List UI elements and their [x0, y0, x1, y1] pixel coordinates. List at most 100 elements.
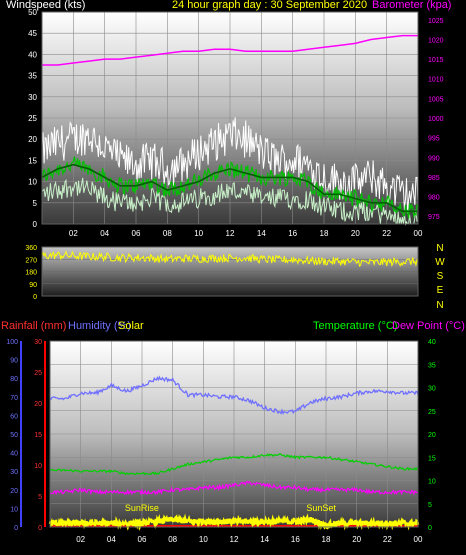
direction-label: N: [436, 243, 443, 254]
x-tick-label: 04: [100, 229, 109, 238]
y-tick-label: 35: [428, 362, 436, 369]
y-tick-label: 30: [34, 339, 42, 346]
y-tick-label: 1020: [428, 37, 444, 44]
wind-low-series: [41, 177, 419, 226]
page-title: 24 hour graph day : 30 September 2020: [172, 0, 368, 11]
barometer-axis-title: Barometer (kpa): [372, 0, 452, 11]
y-tick-label: 40: [10, 451, 18, 458]
y-tick-label: 30: [428, 386, 436, 393]
y-tick-label: 90: [10, 358, 18, 365]
y-tick-label: 0: [33, 294, 37, 301]
direction-label: W: [435, 257, 445, 268]
x-tick-label: 02: [76, 535, 85, 544]
y-tick-label: 5: [38, 494, 42, 501]
rainfall-axis-title: Rainfall (mm): [1, 320, 67, 332]
x-tick-label: 16: [291, 535, 300, 544]
y-tick-label: 30: [10, 469, 18, 476]
y-tick-label: 10: [428, 479, 436, 486]
x-tick-label: 08: [163, 229, 172, 238]
sunrise-label: SunRise: [125, 503, 159, 513]
temperature-axis-title: Temperature (°C): [313, 320, 398, 332]
y-tick-label: 1015: [428, 57, 444, 64]
y-tick-label: 30: [28, 93, 37, 102]
y-tick-label: 15: [428, 455, 436, 462]
y-tick-label: 0: [38, 525, 42, 532]
humidity-axis-title: Humidity (%): [68, 320, 131, 332]
y-tick-label: 25: [28, 114, 37, 123]
solar-axis-title: Solar: [118, 320, 144, 332]
y-tick-label: 10: [28, 178, 37, 187]
x-tick-label: 16: [288, 229, 297, 238]
x-tick-label: 00: [414, 535, 423, 544]
y-tick-label: 50: [10, 432, 18, 439]
wind-gust-series: [41, 117, 419, 214]
x-tick-label: 20: [351, 229, 360, 238]
y-tick-label: 20: [34, 401, 42, 408]
y-tick-label: 40: [28, 50, 37, 59]
humidity-series: [49, 375, 419, 415]
y-tick-label: 15: [28, 156, 37, 165]
dewpoint-axis-title: Dew Point (°C): [392, 320, 465, 332]
y-tick-label: 180: [25, 270, 37, 277]
direction-series: [41, 250, 419, 268]
y-tick-label: 1005: [428, 96, 444, 103]
sunset-label: SunSet: [306, 503, 336, 513]
x-tick-label: 14: [257, 229, 266, 238]
y-tick-label: 45: [28, 29, 37, 38]
y-tick-label: 5: [33, 199, 38, 208]
x-tick-label: 02: [69, 229, 78, 238]
x-tick-label: 10: [199, 535, 208, 544]
y-tick-label: 10: [10, 506, 18, 513]
solar-series: [48, 513, 420, 531]
y-tick-label: 20: [428, 432, 436, 439]
wind-plot-border: [41, 11, 419, 225]
x-tick-label: 08: [168, 535, 177, 544]
climate-plot-border: [49, 340, 419, 528]
x-tick-label: 10: [194, 229, 203, 238]
x-tick-label: 18: [320, 229, 329, 238]
x-tick-label: 04: [107, 535, 116, 544]
y-tick-label: 60: [10, 413, 18, 420]
y-tick-label: 40: [428, 339, 436, 346]
x-tick-label: 22: [382, 229, 391, 238]
y-tick-label: 975: [428, 214, 440, 221]
x-tick-label: 14: [260, 535, 269, 544]
direction-label: N: [436, 300, 443, 311]
temperature-series: [49, 453, 419, 476]
direction-label: E: [437, 285, 444, 296]
x-tick-label: 06: [138, 535, 147, 544]
x-tick-label: 22: [383, 535, 392, 544]
y-tick-label: 1000: [428, 116, 444, 123]
y-tick-label: 985: [428, 175, 440, 182]
wind-trend-series: [41, 163, 418, 213]
y-tick-label: 90: [29, 282, 37, 289]
y-tick-label: 980: [428, 195, 440, 202]
direction-label: S: [437, 271, 444, 282]
y-tick-label: 25: [428, 409, 436, 416]
y-tick-label: 50: [28, 8, 37, 17]
y-tick-label: 360: [25, 245, 37, 252]
y-tick-label: 20: [28, 135, 37, 144]
y-tick-label: 1010: [428, 77, 444, 84]
y-tick-label: 0: [33, 220, 38, 229]
y-tick-label: 0: [14, 525, 18, 532]
y-tick-label: 100: [6, 339, 18, 346]
y-tick-label: 0: [428, 525, 432, 532]
y-tick-label: 15: [34, 432, 42, 439]
direction-plot-border: [41, 246, 419, 297]
wind-average-series: [41, 156, 419, 219]
x-tick-label: 06: [132, 229, 141, 238]
y-tick-label: 80: [10, 376, 18, 383]
x-tick-label: 00: [414, 229, 423, 238]
y-tick-label: 20: [10, 488, 18, 495]
y-tick-label: 270: [25, 257, 37, 264]
y-tick-label: 35: [28, 72, 37, 81]
x-tick-label: 12: [230, 535, 239, 544]
x-tick-label: 20: [352, 535, 361, 544]
y-tick-label: 990: [428, 155, 440, 162]
dewpoint-series: [49, 480, 419, 496]
y-tick-label: 10: [34, 463, 42, 470]
x-tick-label: 12: [226, 229, 235, 238]
y-tick-label: 1025: [428, 18, 444, 25]
